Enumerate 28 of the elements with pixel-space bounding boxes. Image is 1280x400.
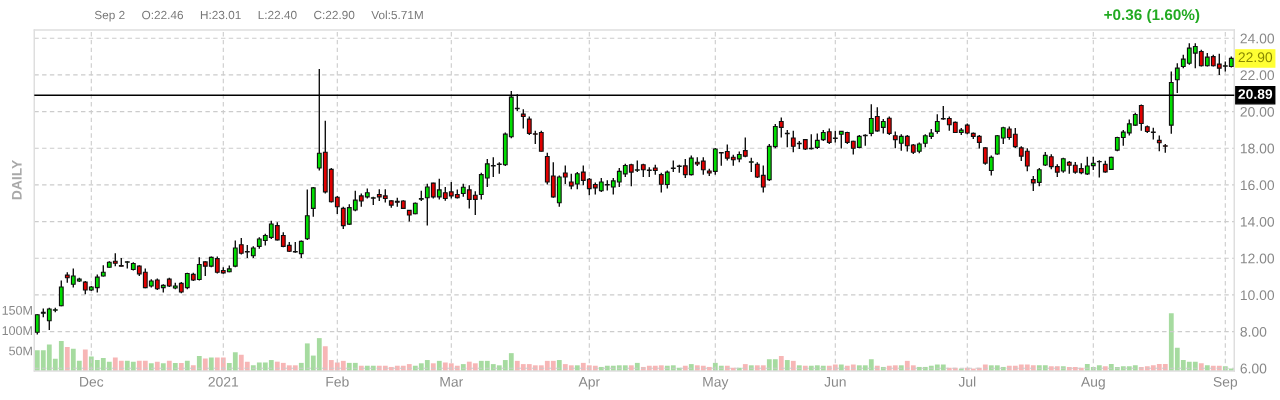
y-tick-label: 18.00 (1240, 143, 1275, 154)
chart-title: Sep 2 O:22.46 H:23.01 L:22.40 C:22.90 Vol:5.71M (94, 10, 423, 22)
x-tick-label: Jul (958, 376, 976, 387)
x-tick-label: Dec (80, 377, 104, 387)
y-tick-label: 16.00 (1240, 180, 1275, 191)
x-tick-label: Jun (824, 377, 846, 387)
y-tick-label: 20.00 (1240, 106, 1275, 117)
y-tick-label: 10.00 (1240, 290, 1275, 301)
chart-subtitle: +0.36 (1.60%) (1104, 8, 1200, 24)
y2-tick-label: 50M (9, 346, 32, 356)
y-tick-label: 14.00 (1240, 216, 1275, 227)
y2-tick-label: 150M (2, 305, 32, 315)
x-tick-label: May (703, 377, 729, 390)
ref-line-label: 20.89 (1238, 89, 1273, 99)
x-tick-label: 2021 (208, 376, 239, 387)
x-tick-label: Feb (326, 376, 349, 387)
y2-tick-label: 100M (2, 326, 32, 336)
y-tick-label: 12.00 (1240, 253, 1275, 264)
x-tick-label: Aug (1080, 377, 1105, 390)
y-tick-label: 8.00 (1240, 326, 1267, 337)
x-tick-label: Mar (440, 377, 464, 387)
y-tick-label: 22.00 (1240, 70, 1275, 81)
y-tick-label: 6.00 (1240, 363, 1267, 374)
y-tick-label: 24.00 (1240, 33, 1275, 44)
annotation: 22.90 (1238, 52, 1273, 63)
text: DAILY (12, 160, 22, 200)
x-tick-label: Apr (578, 377, 600, 390)
x-tick-label: Sep (1213, 376, 1238, 390)
